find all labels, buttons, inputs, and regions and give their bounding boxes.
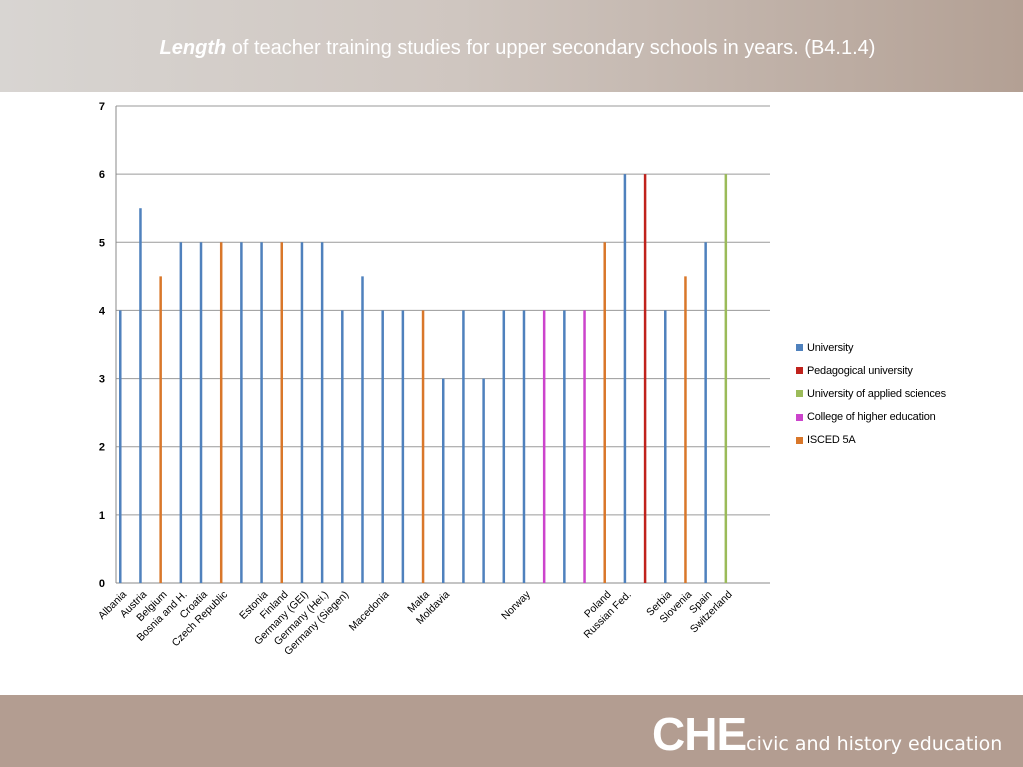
- bar: [603, 242, 606, 584]
- bar: [341, 310, 344, 583]
- bar: [260, 242, 263, 584]
- title-emphasis: Length: [159, 37, 227, 59]
- bar: [280, 242, 284, 584]
- legend-label: ISCED 5A: [807, 434, 856, 447]
- bar: [179, 242, 183, 584]
- bar: [219, 242, 223, 584]
- y-tick-label: 3: [99, 374, 105, 386]
- legend-item: University: [796, 336, 1016, 359]
- bar: [684, 276, 687, 583]
- logo-mark: CHE: [652, 708, 747, 760]
- legend-label: College of higher education: [807, 411, 936, 424]
- legend-swatch: [796, 390, 803, 398]
- bar: [664, 310, 667, 583]
- bar: [119, 310, 122, 583]
- bar: [441, 378, 445, 583]
- page-title: Length of teacher training studies for u…: [0, 37, 1023, 60]
- x-tick-label: Macedonia: [347, 589, 392, 634]
- bar: [320, 242, 324, 584]
- y-tick-label: 1: [99, 510, 105, 522]
- bar: [724, 174, 728, 583]
- legend-swatch: [796, 344, 803, 352]
- bar: [300, 242, 304, 584]
- y-tick-label: 6: [99, 169, 105, 181]
- bar: [623, 174, 627, 583]
- bar: [704, 242, 707, 584]
- bar: [522, 310, 526, 583]
- bar: [139, 208, 142, 583]
- legend-item: College of higher education: [796, 406, 1016, 429]
- legend-item: ISCED 5A: [796, 429, 1016, 452]
- legend-swatch: [796, 436, 803, 444]
- title-rest: of teacher training studies for upper se…: [226, 37, 876, 59]
- legend-item: Pedagogical university: [796, 359, 1016, 382]
- y-tick-label: 2: [99, 442, 105, 454]
- bar: [502, 310, 506, 583]
- bar: [583, 310, 586, 583]
- bar: [240, 242, 243, 584]
- bar: [563, 310, 566, 583]
- bar: [462, 310, 465, 583]
- legend-swatch: [796, 413, 803, 421]
- legend-swatch: [796, 367, 803, 375]
- bar: [401, 310, 405, 583]
- che-logo: CHEcivic and history education: [652, 707, 1002, 761]
- legend-label: University: [807, 341, 854, 354]
- legend-label: Pedagogical university: [807, 364, 913, 377]
- legend-label: University of applied sciences: [807, 387, 946, 400]
- bar: [361, 276, 364, 583]
- y-tick-label: 4: [99, 305, 106, 317]
- y-tick-label: 0: [99, 578, 105, 590]
- bar: [199, 242, 203, 584]
- bar: [159, 276, 162, 583]
- footer-banner: [0, 695, 1023, 767]
- bar: [643, 174, 647, 583]
- bar: [421, 310, 425, 583]
- bar: [482, 378, 485, 583]
- y-tick-label: 5: [99, 237, 105, 249]
- bar: [542, 310, 546, 583]
- x-tick-label: Norway: [499, 588, 533, 622]
- y-tick-label: 7: [99, 101, 105, 113]
- logo-tagline: civic and history education: [746, 733, 1003, 755]
- chart-legend: University Pedagogical university Universi…: [796, 336, 1016, 452]
- title-banner: Length of teacher training studies for u…: [0, 0, 1023, 92]
- bar: [381, 310, 384, 583]
- legend-item: University of applied sciences: [796, 382, 1016, 405]
